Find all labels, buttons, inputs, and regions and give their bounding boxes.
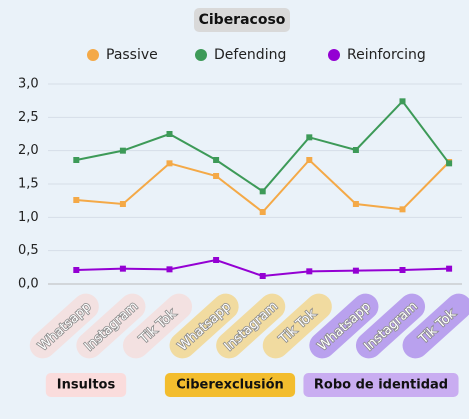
- point: [306, 268, 313, 275]
- point: [166, 266, 173, 273]
- pill: [402, 293, 469, 359]
- point: [213, 257, 220, 263]
- pill: [169, 293, 239, 359]
- point: [73, 197, 80, 203]
- point: [119, 201, 126, 207]
- y-tick-label: 1,5: [18, 177, 39, 192]
- pill: [122, 293, 193, 359]
- legend-label: Defending: [214, 47, 286, 63]
- y-tick-label: 2,5: [18, 110, 39, 125]
- group-label: Insultos: [57, 378, 116, 393]
- y-tick-label: 0,5: [18, 243, 39, 258]
- group-pill: [303, 373, 459, 397]
- pill: [76, 293, 146, 359]
- y-tick-label: 3,0: [18, 77, 39, 92]
- point: [399, 267, 406, 273]
- point: [352, 267, 359, 274]
- group-label: Ciberexclusión: [176, 378, 284, 393]
- point: [306, 157, 313, 163]
- point: [213, 173, 220, 179]
- series-line: [76, 158, 450, 214]
- legend-marker: [195, 49, 207, 61]
- series-line: [76, 99, 450, 193]
- point: [213, 157, 220, 163]
- pill: [355, 293, 426, 359]
- point: [352, 201, 359, 207]
- legend-label: Passive: [106, 47, 158, 63]
- point: [166, 160, 173, 167]
- y-tick-label: 2,0: [18, 143, 39, 158]
- point: [446, 265, 453, 272]
- point: [73, 157, 80, 163]
- group-pill: [45, 373, 127, 397]
- pill: [309, 293, 379, 359]
- point: [119, 147, 126, 154]
- y-tick-label: 1,0: [18, 210, 39, 225]
- point: [259, 209, 266, 215]
- legend-label: Reinforcing: [347, 47, 426, 63]
- point: [352, 147, 359, 153]
- point: [259, 188, 266, 195]
- legend-marker: [328, 49, 340, 61]
- pill: [216, 293, 286, 359]
- point: [399, 98, 406, 105]
- title-pill: [194, 8, 290, 32]
- point: [306, 134, 313, 141]
- point: [259, 273, 266, 279]
- point: [166, 131, 173, 137]
- group-pill: [164, 373, 296, 397]
- point: [446, 160, 453, 167]
- group-label: Robo de identidad: [314, 378, 448, 393]
- pill: [29, 293, 99, 359]
- y-tick-label: 0,0: [18, 277, 39, 292]
- chart-title: Ciberacoso: [199, 12, 286, 28]
- pill: [262, 293, 332, 359]
- point: [73, 267, 80, 273]
- point: [119, 265, 126, 272]
- point: [399, 206, 406, 213]
- legend-marker: [87, 49, 99, 61]
